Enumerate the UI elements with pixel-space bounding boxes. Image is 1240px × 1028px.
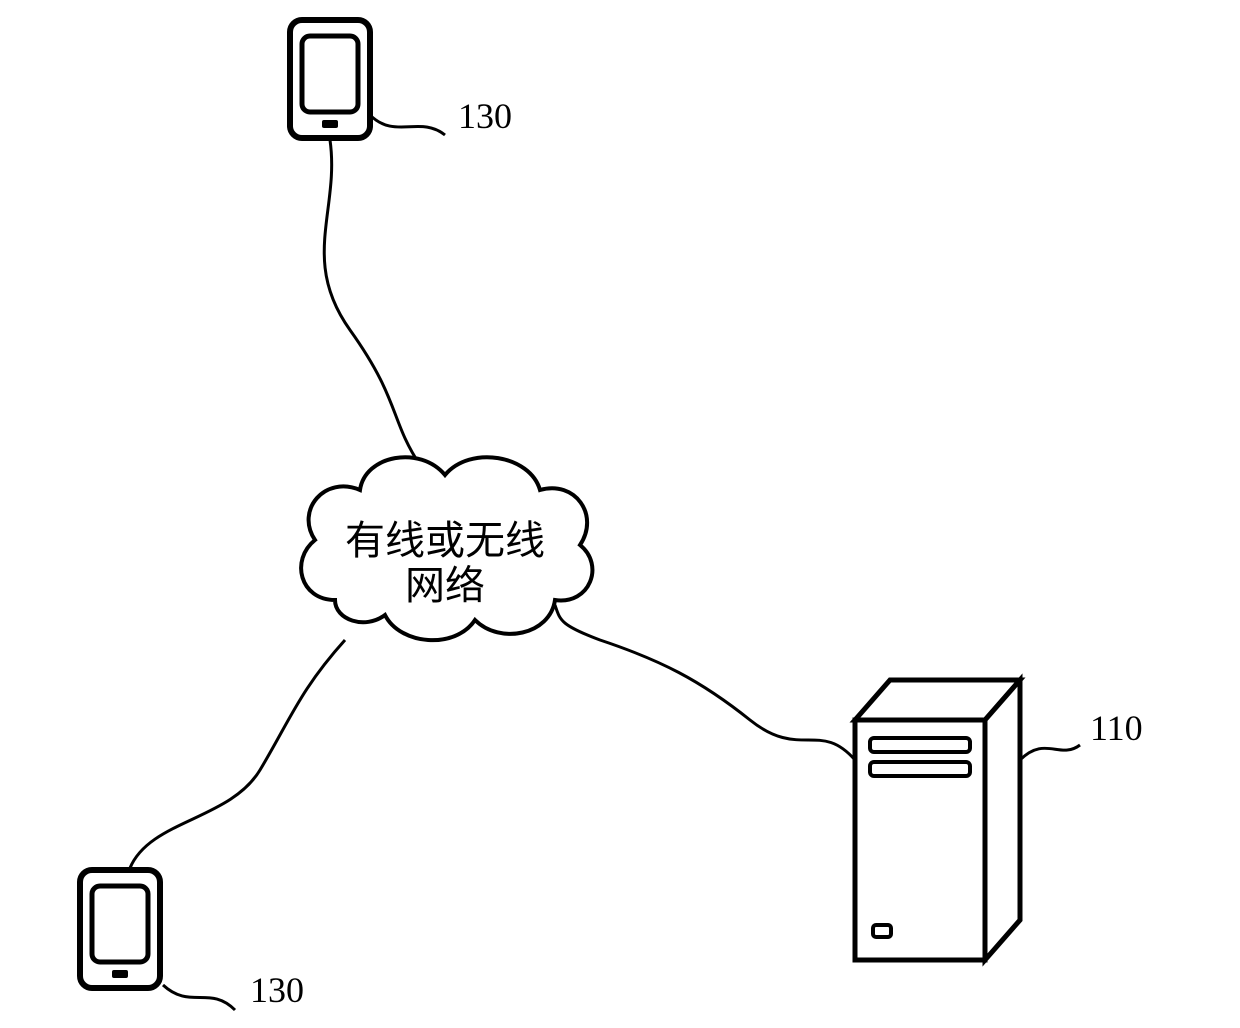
network-diagram: 有线或无线 网络 130 130 110	[0, 0, 1240, 1028]
phone-top-node	[290, 20, 370, 138]
cloud-label-line2: 网络	[405, 563, 485, 608]
phone-bottom-leader	[163, 985, 235, 1010]
phone-top-label: 130	[458, 96, 512, 136]
phone-home-button-icon	[322, 120, 338, 128]
phone-screen-icon	[92, 886, 148, 962]
phone-screen-icon	[302, 36, 358, 112]
phone-bottom-node	[80, 870, 160, 988]
phone-home-button-icon	[112, 970, 128, 978]
edge-server-cloud	[555, 605, 855, 760]
server-bay-icon	[870, 738, 970, 752]
phone-bottom-label: 130	[250, 970, 304, 1010]
server-label: 110	[1090, 708, 1143, 748]
server-bay-icon	[870, 762, 970, 776]
server-button-icon	[873, 925, 891, 937]
edge-phone-top-cloud	[324, 140, 420, 465]
server-leader	[1020, 745, 1080, 760]
cloud-node: 有线或无线 网络	[301, 457, 592, 640]
edge-phone-bottom-cloud	[130, 640, 345, 868]
cloud-label-line1: 有线或无线	[345, 518, 545, 563]
server-side-icon	[985, 680, 1020, 960]
phone-top-leader	[370, 115, 445, 135]
server-node	[855, 680, 1020, 960]
